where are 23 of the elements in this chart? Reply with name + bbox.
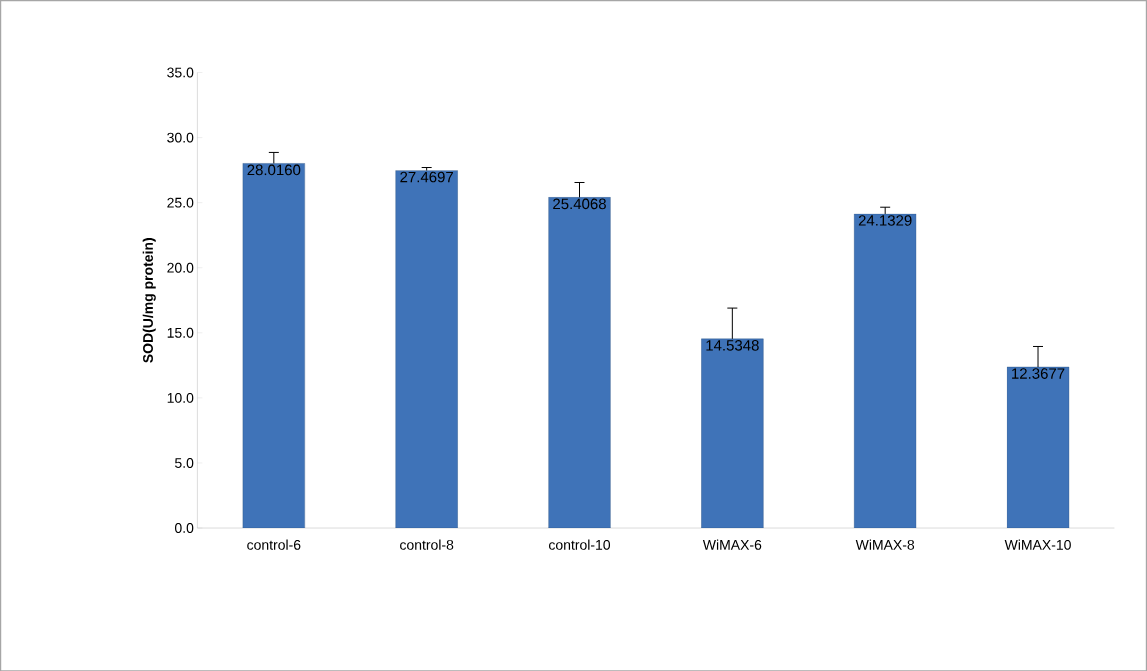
y-tick-label: 25.0: [167, 197, 194, 208]
y-tick-label: 5.0: [175, 457, 194, 468]
y-tick-label: 0.0: [174, 522, 194, 533]
data-label: 25.4068: [553, 198, 606, 209]
data-label: 12.3677: [1012, 368, 1065, 379]
y-tick-label: 20.0: [167, 262, 194, 273]
bar: [854, 213, 917, 528]
y-tick-label: 15.0: [167, 327, 194, 338]
y-tick-label: 35.0: [167, 67, 194, 78]
y-axis-title: SOD(U/mg protein): [142, 237, 156, 363]
data-label: 28.0160: [247, 164, 301, 175]
y-tick-label: 30.0: [167, 132, 194, 143]
x-tick-label: control-6: [247, 539, 301, 550]
x-tick-label: WiMAX-8: [855, 539, 915, 550]
x-tick-label: control-8: [400, 539, 454, 550]
x-tick-label: WiMAX-6: [702, 539, 762, 550]
data-label: 27.4697: [400, 171, 453, 183]
x-tick-label: control-10: [549, 539, 611, 550]
data-label: 24.1329: [858, 214, 912, 226]
bar: [701, 338, 764, 528]
data-label: 14.5348: [706, 339, 759, 351]
y-tick-label: 10.0: [167, 392, 194, 403]
x-tick-label: WiMAX-10: [1004, 539, 1071, 550]
